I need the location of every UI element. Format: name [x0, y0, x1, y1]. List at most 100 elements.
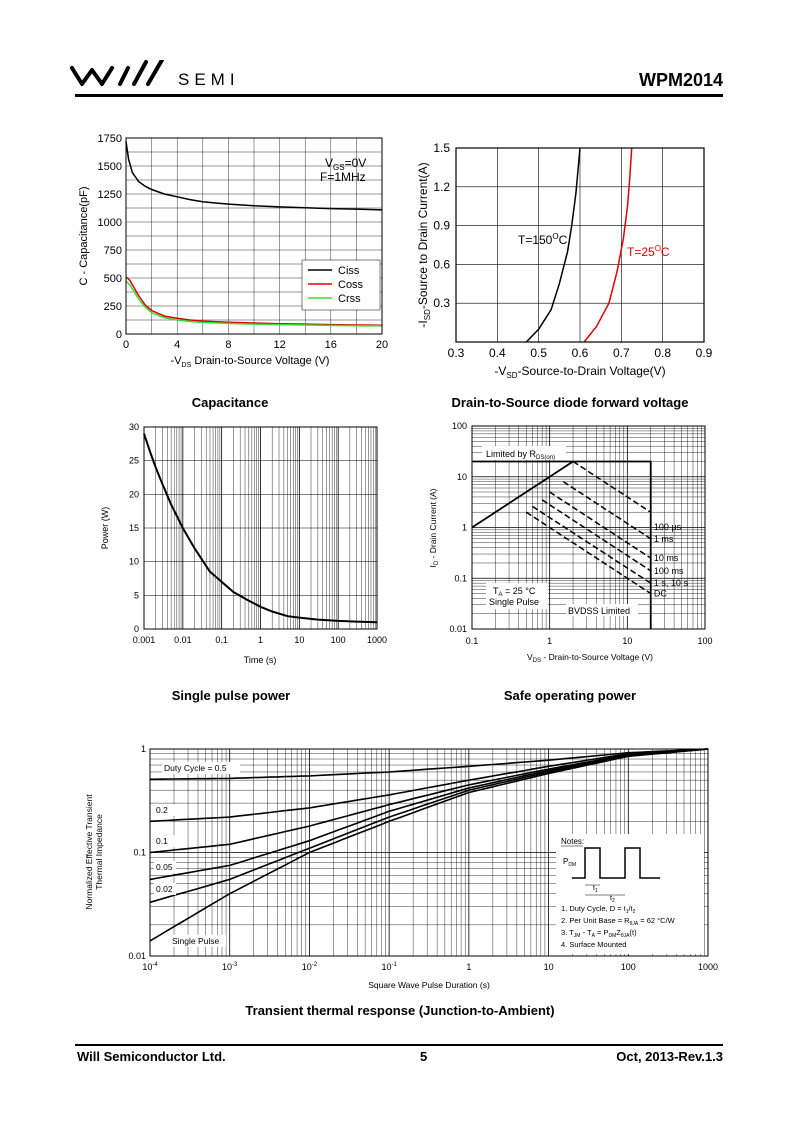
series-label-bg — [154, 835, 176, 848]
soa-label: 1 ms — [654, 534, 674, 544]
y-tick-label: 750 — [104, 245, 122, 257]
series-label-bg — [154, 860, 176, 873]
x-tick-label: 10 — [544, 962, 554, 972]
x-tick-label: 0.5 — [530, 346, 547, 360]
series-line — [149, 748, 709, 781]
x-tick-label: 0.3 — [448, 346, 465, 360]
x-tick-label: 0.9 — [696, 346, 713, 360]
y-tick-label: 1 — [141, 744, 146, 754]
soa-chart: 100 µs 1 ms 10 ms 100 ms 1 s, 10 sDC 0.1 1 10 1… — [428, 421, 713, 664]
y-tick-label: 0.9 — [433, 219, 450, 233]
footer-company: Will Semiconductor Ltd. — [77, 1049, 226, 1064]
x-tick-label: 0.1 — [215, 635, 228, 645]
y-axis-label: -ISD-Source to Drain Current(A) — [416, 162, 432, 327]
y-axis-label: Power (W) — [100, 507, 110, 550]
legend-label-ciss: Ciss — [338, 265, 360, 277]
current-limit-line — [472, 460, 652, 629]
x-tick-label: 1 — [466, 962, 471, 972]
y-axis-label: C - Capacitance(pF) — [78, 186, 90, 285]
single-pulse-caption: Single pulse power — [171, 688, 291, 703]
y-tick-label: 0.6 — [433, 257, 450, 271]
x-tick-label: 12 — [273, 339, 285, 351]
series-crss — [125, 280, 383, 327]
x-tick-label: 0.6 — [572, 346, 589, 360]
y-tick-label: 1750 — [98, 133, 122, 145]
y-tick-label: 1.2 — [433, 180, 450, 194]
x-tick-label: 0 — [123, 339, 129, 351]
x-tick-label: 1000 — [367, 635, 387, 645]
x-tick-label: 20 — [376, 339, 388, 351]
soa-label: 100 ms — [654, 566, 684, 576]
series-label-bg — [154, 882, 176, 895]
x-tick-label: 10-2 — [302, 962, 318, 972]
svg-text:t1: t1 — [593, 885, 598, 894]
x-tick-label: 10-1 — [381, 962, 397, 972]
x-tick-label: 4 — [174, 339, 180, 351]
y-tick-label: 5 — [134, 590, 139, 600]
y-tick-label: 0.3 — [433, 296, 450, 310]
x-tick-label: 10-3 — [222, 962, 238, 972]
transient-chart: 10-4 10-3 10-2 10-1 1 10 100 1000 0.01 0.1 1 Duty … — [84, 744, 718, 990]
single-pulse-label: Single Pulse — [489, 597, 539, 607]
model-number: WPM2014 — [638, 70, 723, 90]
series-t150 — [525, 147, 581, 343]
diode-caption: Drain-to-Source diode forward voltage — [451, 395, 689, 410]
y-tick-label: 20 — [129, 489, 139, 499]
x-tick-label: 0.8 — [654, 346, 671, 360]
t25-label: T=25OC — [627, 244, 670, 259]
x-tick-label: 10-4 — [142, 962, 158, 972]
x-tick-label: 16 — [325, 339, 337, 351]
y-tick-label: 1.5 — [433, 141, 450, 155]
series-label-bg — [170, 934, 226, 947]
diode-forward-chart: 0.3 0.4 0.5 0.6 0.7 0.8 0.9 0.3 0.6 0.9 1.2 1.5 T=1… — [416, 141, 713, 380]
series-power — [143, 433, 378, 624]
y-tick-label: 1500 — [98, 161, 122, 173]
x-axis-label: Time (s) — [244, 655, 277, 665]
series-t25 — [583, 147, 633, 343]
company-logo — [70, 60, 164, 86]
y-tick-label: 0.1 — [454, 573, 467, 583]
y-axis-label: ID - Drain Current (A) — [428, 488, 440, 567]
notes-box: Notes: PDM t1 t2 1. Duty Cycle, D = t1/t… — [556, 834, 704, 954]
y-tick-label: 30 — [129, 422, 139, 432]
x-tick-label: 1 — [547, 636, 552, 646]
y-tick-label: 15 — [129, 523, 139, 533]
series-label: 0.1 — [156, 836, 168, 846]
soa-line — [541, 499, 652, 572]
series-label: 0.05 — [156, 862, 173, 872]
x-tick-label: 0.1 — [466, 636, 479, 646]
y-tick-label: 1000 — [98, 217, 122, 229]
x-tick-label: 1 — [258, 635, 263, 645]
x-axis-label: VDS - Drain-to-Source Voltage (V) — [527, 652, 653, 664]
will-logo-mark — [70, 60, 164, 86]
series-label: Duty Cycle = 0.5 — [164, 763, 227, 773]
x-tick-label: 100 — [331, 635, 346, 645]
notes-title: Notes: — [561, 837, 584, 846]
soa-label: 10 ms — [654, 553, 679, 563]
y-axis-label-2: Thermal Impedance — [94, 814, 104, 890]
series-line — [149, 748, 709, 823]
single-pulse-chart: 0.001 0.01 0.1 1 10 100 1000 0 5 10 15 20 25 30 Time … — [100, 422, 387, 665]
series-ciss — [125, 141, 383, 211]
footer-page: 5 — [420, 1049, 428, 1064]
series-label: Single Pulse — [172, 936, 220, 946]
x-tick-label: 10 — [622, 636, 632, 646]
y-tick-label: 0.01 — [128, 951, 146, 961]
bvdss-label: BVDSS Limited — [568, 606, 630, 616]
soa-label: 1 s, 10 s — [654, 578, 689, 588]
footer-date: Oct, 2013-Rev.1.3 — [616, 1049, 723, 1064]
series-label-bg — [162, 762, 240, 775]
y-tick-label: 100 — [452, 421, 467, 431]
svg-text:3. TJM - TA = PDMZθJA(t): 3. TJM - TA = PDMZθJA(t) — [561, 928, 637, 939]
header-divider — [75, 94, 723, 97]
legend-label-crss: Crss — [338, 293, 361, 305]
soa-line — [525, 511, 652, 595]
rdson-limit-line — [471, 460, 574, 529]
series-label-bg — [154, 804, 176, 817]
y-tick-label: 0.1 — [133, 848, 146, 858]
y-tick-label: 250 — [104, 301, 122, 313]
x-tick-label: 0.7 — [613, 346, 630, 360]
soa-caption: Safe operating power — [503, 688, 637, 703]
note-4: 4. Surface Mounted — [561, 940, 626, 949]
